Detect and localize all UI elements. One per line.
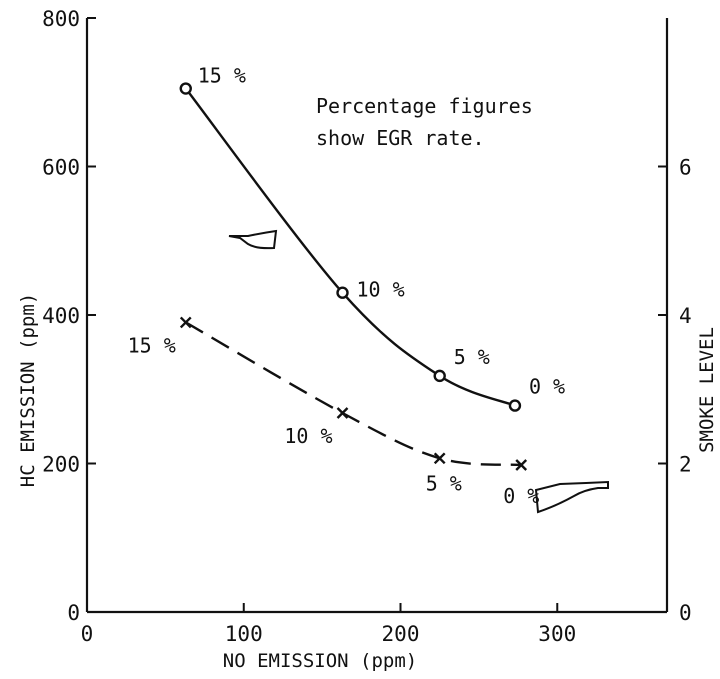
left-tick-label: 800 [42, 7, 80, 31]
series-2-point [433, 452, 446, 465]
series-2-point-label: 10 % [284, 424, 332, 448]
series-1-line [184, 87, 516, 407]
series-2-point-label: 0 % [503, 484, 539, 508]
right-axis-title: SMOKE LEVEL [696, 327, 718, 453]
series-2-point [336, 407, 349, 419]
series-1-point-label: 5 % [454, 345, 490, 369]
series-1-point-label: 15 % [198, 64, 246, 88]
series-2-point [515, 459, 528, 471]
annotation-line-1: Percentage figures [316, 94, 533, 118]
series-2-point-label: 5 % [426, 471, 462, 495]
right-tick-label: 2 [679, 453, 692, 477]
left-tick-label: 200 [42, 453, 80, 477]
series-1: 15 % 10 % 5 % 0 % [179, 64, 565, 412]
hc-curve-symbol [228, 229, 278, 250]
right-tick-label: 4 [679, 304, 692, 328]
x-tick-label: 100 [225, 622, 263, 646]
series-2-line [185, 321, 522, 467]
x-tick-label: 200 [382, 622, 420, 646]
x-marker-stroke [515, 459, 528, 471]
right-axis-ticks: 0 2 4 6 [658, 156, 692, 625]
series-2: 15 % 10 % 5 % 0 % [128, 316, 539, 508]
x-tick-label: 0 [81, 622, 94, 646]
series-1-point-label: 10 % [357, 278, 405, 302]
left-axis-title: HC EMISSION (ppm) [17, 293, 39, 487]
right-tick-label: 6 [679, 156, 692, 180]
x-marker-stroke [336, 407, 349, 419]
right-tick-label: 0 [679, 601, 692, 625]
x-axis-title: NO EMISSION (ppm) [223, 650, 417, 672]
x-marker-stroke [179, 316, 192, 329]
series-1-point [179, 82, 192, 95]
series-2-point [179, 316, 192, 329]
annotation-line-2: show EGR rate. [316, 126, 485, 150]
series-2-point-label: 15 % [128, 333, 176, 357]
x-marker-stroke [433, 452, 446, 465]
x-axis-ticks: 0 100 200 300 [81, 603, 576, 646]
left-tick-label: 400 [42, 304, 80, 328]
series-1-point [336, 286, 349, 299]
left-tick-label: 600 [42, 156, 80, 180]
left-tick-label: 0 [67, 601, 80, 625]
x-tick-label: 300 [538, 622, 576, 646]
series-1-point [433, 369, 446, 383]
series-layer: 15 % 10 % 5 % 0 % 15 % 10 % 5 % 0 % [128, 64, 565, 508]
series-1-point-label: 0 % [529, 375, 565, 399]
smoke-curve-symbol [534, 480, 609, 514]
series-1-point [508, 399, 522, 412]
left-axis-ticks: 0 200 400 600 800 [42, 7, 96, 625]
